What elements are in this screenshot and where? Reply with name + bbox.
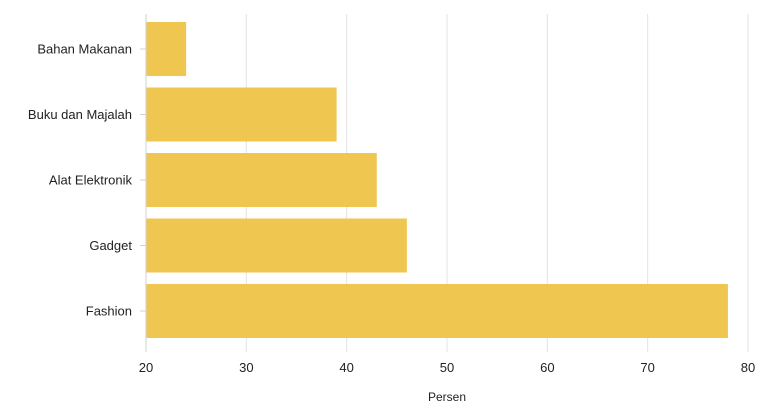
x-tick-label-80: 80 — [741, 360, 755, 375]
category-label-fashion: Fashion — [86, 304, 132, 319]
bar-fashion — [146, 284, 728, 338]
bar-bahan-makanan — [146, 22, 187, 76]
bar-gadget — [146, 218, 407, 273]
x-tick-labels: 20 30 40 50 60 70 80 — [139, 360, 755, 375]
bar-buku-dan-majalah — [146, 87, 337, 142]
x-tick-label-20: 20 — [139, 360, 153, 375]
bars — [146, 22, 728, 338]
category-label-bahan-makanan: Bahan Makanan — [37, 42, 132, 57]
bar-alat-elektronik — [146, 153, 377, 207]
x-axis-title: Persen — [428, 390, 466, 404]
x-tick-label-60: 60 — [540, 360, 554, 375]
category-labels: Bahan Makanan Buku dan Majalah Alat Elektr… — [28, 42, 146, 319]
category-label-gadget: Gadget — [89, 238, 132, 253]
x-tick-label-40: 40 — [339, 360, 353, 375]
x-tick-label-70: 70 — [640, 360, 654, 375]
x-tick-label-50: 50 — [440, 360, 454, 375]
x-tick-label-30: 30 — [239, 360, 253, 375]
category-label-buku-dan-majalah: Buku dan Majalah — [28, 107, 132, 122]
category-label-alat-elektronik: Alat Elektronik — [49, 173, 133, 188]
